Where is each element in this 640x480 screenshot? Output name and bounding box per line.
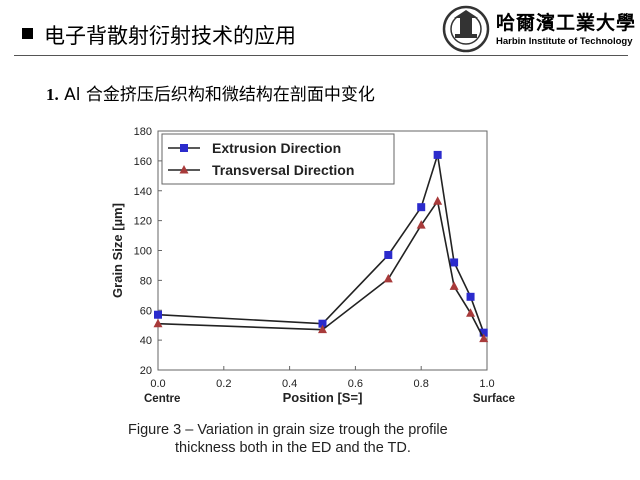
data-point-td	[449, 281, 459, 290]
y-tick-label-140: 140	[134, 186, 152, 198]
y-tick-label-120: 120	[134, 216, 152, 228]
data-point-ed	[479, 328, 488, 337]
x-tick-label-0.2: 0.2	[216, 378, 231, 390]
legend-marker-triangle	[179, 165, 189, 174]
data-point-td	[479, 333, 489, 343]
x-tick-label-0.0: 0.0	[150, 378, 165, 390]
section-text: Al 合金挤压后织构和微结构在剖面中变化	[64, 85, 375, 105]
y-tick-label-60: 60	[140, 305, 152, 317]
data-point-ed	[417, 203, 426, 212]
legend-marker-square	[180, 144, 188, 152]
data-point-ed	[384, 250, 393, 259]
section-heading: 1. Al 合金挤压后织构和微结构在剖面中变化	[46, 80, 375, 105]
x-end-label-centre: Centre	[144, 393, 180, 405]
section-number: 1.	[46, 85, 59, 104]
series-line-2	[157, 199, 485, 339]
y-tick-label-80: 80	[140, 275, 152, 287]
logo-english-name: Harbin Institute of Technology	[496, 36, 633, 47]
y-tick-label-180: 180	[134, 126, 152, 138]
x-tick-label-0.8: 0.8	[414, 378, 429, 390]
data-point-td	[466, 308, 476, 317]
x-tick-label-0.4: 0.4	[282, 378, 297, 390]
legend-box	[161, 133, 395, 185]
legend-label-1: Extrusion Direction	[212, 140, 341, 156]
university-logo: 哈爾濱工業大學 Harbin Institute of Technology	[440, 4, 636, 54]
data-point-td	[416, 220, 426, 229]
data-point-ed	[466, 292, 475, 301]
y-axis-label: Grain Size [µm]	[110, 203, 125, 298]
x-tick-label-0.6: 0.6	[348, 378, 363, 390]
y-tick-label-20: 20	[140, 365, 152, 377]
data-point-ed	[433, 150, 442, 159]
data-point-ed	[154, 310, 162, 319]
x-end-label-surface: Surface	[473, 393, 515, 405]
header-divider	[14, 55, 628, 56]
figure-caption: Figure 3 – Variation in grain size troug…	[128, 421, 508, 457]
data-point-ed	[318, 319, 327, 328]
x-axis-label: Position [S=]	[283, 390, 363, 405]
legend-label-2: Transversal Direction	[212, 162, 354, 178]
x-tick-label-1.0: 1.0	[479, 378, 494, 390]
data-point-td	[318, 324, 327, 334]
caption-line-2: thickness both in the ED and the TD.	[175, 440, 411, 456]
data-point-td	[153, 318, 163, 328]
y-tick-label-100: 100	[134, 246, 152, 258]
caption-line-1: Figure 3 – Variation in grain size troug…	[128, 422, 448, 438]
header-bullet	[22, 28, 33, 39]
y-tick-label-40: 40	[140, 335, 152, 347]
data-point-td	[433, 196, 443, 205]
y-tick-label-160: 160	[134, 156, 152, 168]
slide-title: 电子背散射衍射技术的应用	[44, 24, 296, 48]
data-point-td	[383, 273, 393, 283]
logo-chinese-name: 哈爾濱工業大學	[496, 12, 637, 34]
series-line-1	[157, 154, 485, 333]
data-point-ed	[450, 258, 459, 267]
university-emblem-icon	[442, 5, 490, 53]
